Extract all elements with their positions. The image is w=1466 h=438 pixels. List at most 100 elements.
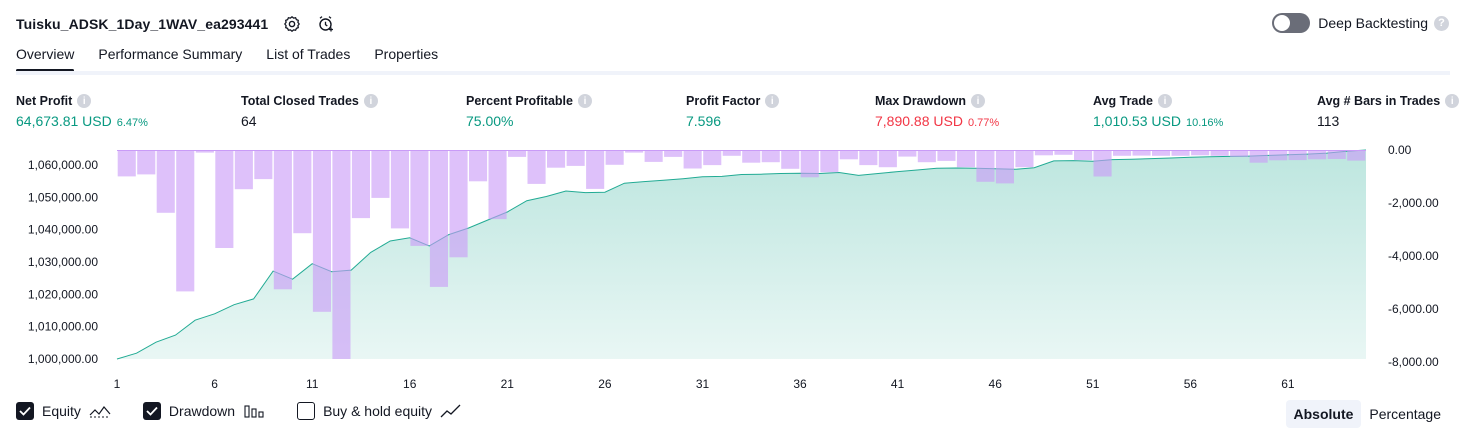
stat-label: Avg # Bars in Trades bbox=[1317, 94, 1441, 108]
drawdown-bar bbox=[176, 150, 195, 292]
deep-backtesting: Deep Backtesting ? bbox=[1272, 13, 1449, 33]
right-axis-tick-label: -4,000.00 bbox=[1388, 249, 1439, 263]
stat-value: 113 bbox=[1317, 113, 1340, 129]
stat-value: 64,673.81 USD bbox=[16, 113, 112, 129]
drawdown-bars bbox=[117, 150, 1366, 359]
drawdown-bar bbox=[878, 150, 897, 168]
drawdown-bar bbox=[703, 150, 722, 166]
x-axis-tick-label: 46 bbox=[989, 377, 1003, 391]
value-mode-switch: Absolute Percentage bbox=[1285, 400, 1450, 428]
info-icon[interactable]: i bbox=[577, 94, 592, 108]
checkbox-unchecked-icon[interactable] bbox=[297, 402, 316, 420]
drawdown-bar bbox=[644, 150, 663, 162]
percentage-button[interactable]: Percentage bbox=[1369, 406, 1441, 422]
x-axis-tick-label: 1 bbox=[114, 377, 121, 391]
drawdown-bar bbox=[625, 150, 644, 153]
drawdown-bar bbox=[937, 150, 956, 161]
drawdown-bar bbox=[469, 150, 488, 182]
info-icon[interactable]: i bbox=[1157, 94, 1172, 108]
tab-list-of-trades[interactable]: List of Trades bbox=[266, 46, 351, 62]
equity-drawdown-chart[interactable]: 1,000,000.00 1,010,000.00 1,020,000.00 1,03… bbox=[0, 138, 1466, 394]
stat-label: Total Closed Trades bbox=[241, 94, 359, 108]
drawdown-bar bbox=[1347, 150, 1366, 161]
drawdown-bar bbox=[215, 150, 234, 248]
stat-value: 64 bbox=[241, 113, 257, 129]
left-axis-tick-label: 1,050,000.00 bbox=[28, 190, 98, 204]
checkbox-checked-icon[interactable] bbox=[16, 402, 34, 420]
drawdown-bar bbox=[742, 150, 761, 163]
stat-label: Max Drawdown bbox=[875, 94, 966, 108]
x-axis-tick-label: 51 bbox=[1086, 377, 1100, 391]
drawdown-bar bbox=[117, 150, 136, 177]
info-icon[interactable]: i bbox=[77, 94, 92, 108]
stat-profit-factor: Profit Factor i 7.596 bbox=[686, 94, 780, 129]
drawdown-bar bbox=[234, 150, 253, 190]
info-icon[interactable]: i bbox=[363, 94, 378, 108]
drawdown-bar bbox=[1171, 150, 1190, 156]
right-axis-tick-label: -6,000.00 bbox=[1388, 302, 1439, 316]
drawdown-bar bbox=[839, 150, 858, 160]
drawdown-bar bbox=[722, 150, 741, 156]
x-axis-tick-label: 61 bbox=[1281, 377, 1295, 391]
x-axis-tick-label: 11 bbox=[306, 377, 319, 391]
tab-properties[interactable]: Properties bbox=[374, 46, 439, 62]
stat-percent: 6.47% bbox=[116, 117, 148, 129]
x-axis-tick-label: 56 bbox=[1184, 377, 1198, 391]
left-axis-tick-label: 1,060,000.00 bbox=[28, 158, 98, 172]
checkbox-checked-icon[interactable] bbox=[142, 402, 161, 420]
legend-label: Buy & hold equity bbox=[323, 403, 433, 419]
drawdown-bar bbox=[898, 150, 917, 157]
absolute-button[interactable]: Absolute bbox=[1285, 400, 1362, 428]
stat-avg-trade: Avg Trade i 1,010.53 USD 10.16% bbox=[1093, 94, 1223, 129]
tab-overview[interactable]: Overview bbox=[16, 46, 75, 72]
drawdown-bar bbox=[156, 150, 175, 213]
chart-axes: 1,000,000.00 1,010,000.00 1,020,000.00 1,03… bbox=[28, 143, 1439, 391]
drawdown-bar bbox=[1288, 150, 1307, 161]
drawdown-bar bbox=[1113, 150, 1132, 156]
add-alert-icon[interactable] bbox=[316, 14, 336, 34]
left-axis-tick-label: 1,010,000.00 bbox=[28, 320, 98, 334]
stat-label: Percent Profitable bbox=[466, 94, 573, 108]
stat-percent-profitable: Percent Profitable i 75.00% bbox=[466, 94, 592, 129]
left-axis-tick-label: 1,000,000.00 bbox=[28, 352, 98, 366]
drawdown-bar bbox=[1269, 150, 1288, 161]
drawdown-bar bbox=[449, 150, 468, 258]
x-axis-tick-label: 21 bbox=[501, 377, 515, 391]
drawdown-bar bbox=[995, 150, 1014, 184]
legend-drawdown[interactable]: Drawdown bbox=[142, 402, 265, 420]
drawdown-bar bbox=[293, 150, 312, 234]
tabs-divider bbox=[16, 71, 1450, 75]
legend-buy-hold[interactable]: Buy & hold equity bbox=[297, 402, 462, 420]
stats-row: Net Profit i 64,673.81 USD 6.47% Total Clo… bbox=[0, 94, 1466, 134]
legend-label: Equity bbox=[42, 403, 81, 419]
strategy-header: Tuisku_ADSK_1Day_1WAV_ea293441 bbox=[16, 12, 336, 36]
stat-value: 7,890.88 USD bbox=[875, 113, 963, 129]
deep-backtesting-toggle[interactable] bbox=[1272, 13, 1311, 33]
help-icon[interactable]: ? bbox=[1434, 15, 1449, 31]
stat-label: Net Profit bbox=[16, 94, 73, 108]
drawdown-bar bbox=[1230, 150, 1249, 157]
drawdown-bar bbox=[820, 150, 839, 173]
legend-equity[interactable]: Equity bbox=[16, 402, 111, 420]
drawdown-bar bbox=[1093, 150, 1112, 177]
right-axis-tick-label: -2,000.00 bbox=[1388, 196, 1439, 210]
deep-backtesting-label: Deep Backtesting bbox=[1318, 15, 1428, 31]
stat-percent: 10.16% bbox=[1185, 117, 1224, 129]
info-icon[interactable]: i bbox=[1445, 94, 1460, 108]
left-axis-tick-label: 1,040,000.00 bbox=[28, 223, 98, 237]
tab-performance-summary[interactable]: Performance Summary bbox=[98, 46, 243, 62]
right-axis-tick-label: -8,000.00 bbox=[1388, 355, 1439, 369]
left-axis-tick-label: 1,030,000.00 bbox=[28, 255, 98, 269]
drawdown-bar bbox=[390, 150, 409, 229]
drawdown-bar bbox=[761, 150, 780, 163]
stat-max-drawdown: Max Drawdown i 7,890.88 USD 0.77% bbox=[875, 94, 999, 129]
drawdown-bar bbox=[1074, 150, 1093, 161]
equity-icon bbox=[89, 403, 111, 419]
stat-label: Avg Trade bbox=[1093, 94, 1153, 108]
info-icon[interactable]: i bbox=[765, 94, 780, 108]
drawdown-bar bbox=[917, 150, 936, 163]
x-axis-tick-label: 16 bbox=[403, 377, 417, 391]
stat-label: Profit Factor bbox=[686, 94, 761, 108]
settings-icon[interactable] bbox=[282, 14, 302, 34]
info-icon[interactable]: i bbox=[971, 94, 985, 108]
